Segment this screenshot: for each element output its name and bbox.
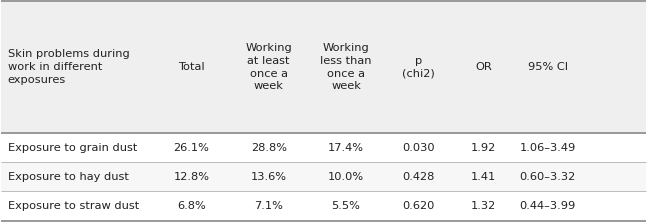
Text: 0.620: 0.620 <box>402 201 435 211</box>
Text: Working
less than
once a
week: Working less than once a week <box>320 43 372 91</box>
Text: Total: Total <box>178 62 204 72</box>
Text: 1.06–3.49: 1.06–3.49 <box>520 143 576 153</box>
Text: 95% CI: 95% CI <box>527 62 568 72</box>
Text: OR: OR <box>475 62 492 72</box>
Text: Exposure to straw dust: Exposure to straw dust <box>8 201 139 211</box>
Text: Skin problems during
work in different
exposures: Skin problems during work in different e… <box>8 49 129 85</box>
Text: 26.1%: 26.1% <box>173 143 210 153</box>
Text: 13.6%: 13.6% <box>251 172 287 182</box>
Text: Exposure to hay dust: Exposure to hay dust <box>8 172 129 182</box>
Text: Working
at least
once a
week: Working at least once a week <box>245 43 292 91</box>
Text: Exposure to grain dust: Exposure to grain dust <box>8 143 137 153</box>
Text: 7.1%: 7.1% <box>254 201 283 211</box>
Text: 5.5%: 5.5% <box>332 201 360 211</box>
Text: 10.0%: 10.0% <box>328 172 364 182</box>
Bar <box>1 191 646 221</box>
Text: 0.030: 0.030 <box>402 143 435 153</box>
Bar <box>1 162 646 191</box>
Bar <box>1 1 646 133</box>
Text: 6.8%: 6.8% <box>177 201 206 211</box>
Text: 0.60–3.32: 0.60–3.32 <box>520 172 576 182</box>
Text: 1.41: 1.41 <box>470 172 496 182</box>
Text: 1.32: 1.32 <box>470 201 496 211</box>
Bar <box>1 133 646 162</box>
Text: p
(chi2): p (chi2) <box>402 56 435 79</box>
Text: 12.8%: 12.8% <box>173 172 210 182</box>
Text: 0.428: 0.428 <box>402 172 435 182</box>
Text: 28.8%: 28.8% <box>251 143 287 153</box>
Text: 1.92: 1.92 <box>470 143 496 153</box>
Text: 17.4%: 17.4% <box>328 143 364 153</box>
Text: 0.44–3.99: 0.44–3.99 <box>520 201 576 211</box>
